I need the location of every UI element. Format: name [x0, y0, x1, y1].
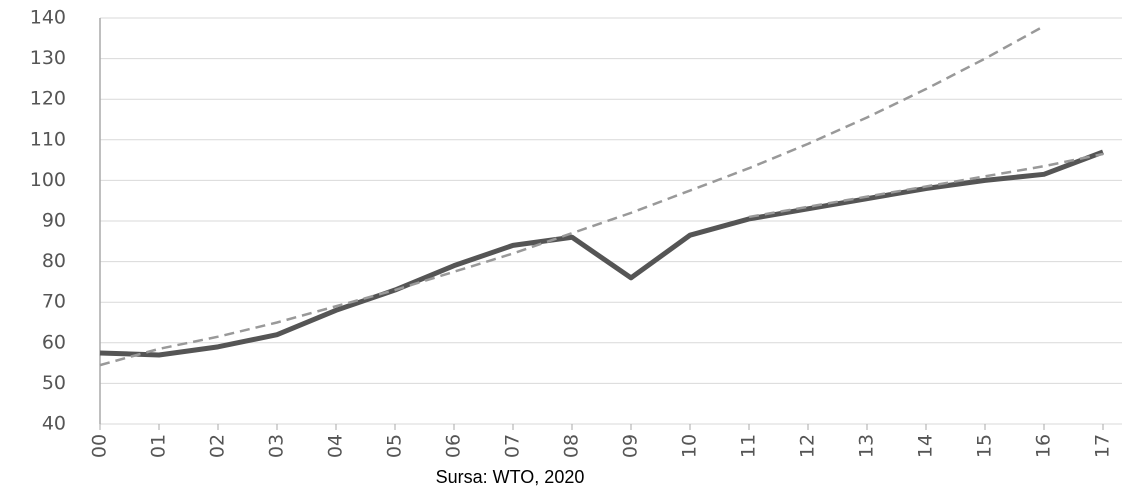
- y-tick-label: 110: [30, 128, 66, 150]
- x-tick-label: 02: [207, 434, 229, 458]
- x-tick-label: 16: [1033, 434, 1055, 458]
- x-tick-label: 00: [89, 434, 111, 458]
- x-tick-label: 17: [1092, 434, 1114, 458]
- x-tick-label: 03: [266, 434, 288, 458]
- y-tick-label: 100: [30, 169, 66, 191]
- x-tick-label: 09: [620, 434, 642, 458]
- x-tick-label: 12: [797, 434, 819, 458]
- series-line: [99, 149, 1104, 358]
- y-tick-label: 70: [42, 291, 66, 313]
- x-tick-label: 08: [561, 434, 583, 458]
- y-tick-label: 140: [30, 7, 66, 29]
- y-tick-label: 40: [42, 413, 66, 435]
- x-tick-label: 07: [502, 434, 524, 458]
- y-tick-label: 90: [42, 210, 66, 232]
- y-tick-label: 80: [42, 250, 66, 272]
- x-tick-label: 10: [679, 434, 701, 458]
- x-tick-label: 14: [915, 434, 937, 458]
- caption: Sursa: WTO, 2020: [436, 467, 585, 487]
- x-tick-label: 15: [974, 434, 996, 458]
- x-tick-label: 11: [738, 434, 760, 458]
- y-tick-label: 50: [42, 372, 66, 394]
- series-line: [748, 152, 1104, 219]
- x-tick-label: 04: [325, 434, 347, 458]
- y-tick-label: 60: [42, 331, 66, 353]
- x-tick-label: 13: [856, 434, 878, 458]
- y-tick-label: 120: [30, 88, 66, 110]
- y-tick-label: 130: [30, 47, 66, 69]
- series-line: [99, 25, 1045, 367]
- x-tick-label: 06: [443, 434, 465, 458]
- x-tick-label: 01: [148, 434, 170, 458]
- x-tick-label: 05: [384, 434, 406, 458]
